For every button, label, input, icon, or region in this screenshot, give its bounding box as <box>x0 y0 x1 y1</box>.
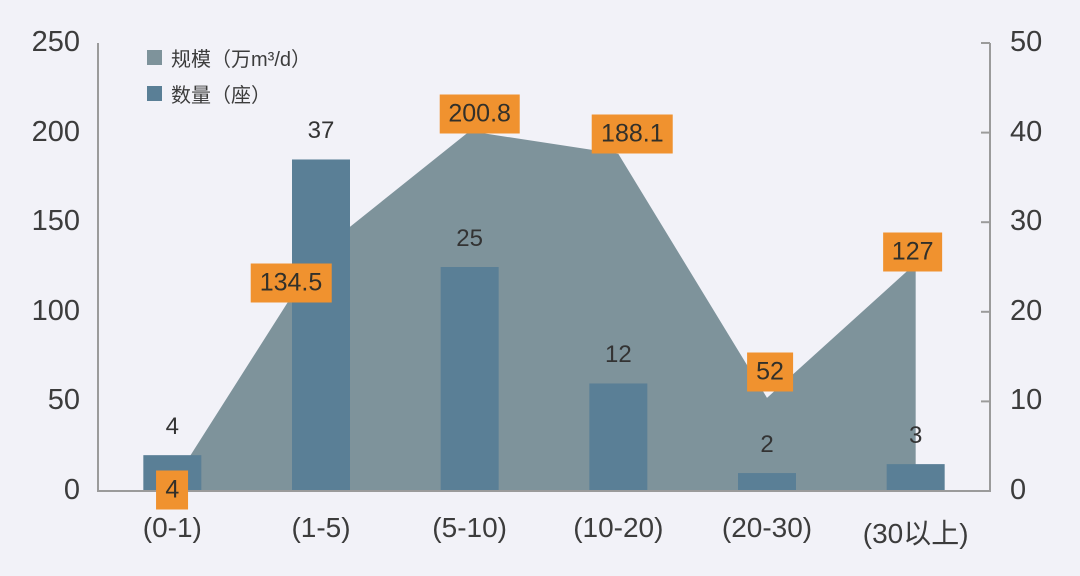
left-axis-tick-label: 200 <box>31 115 80 148</box>
left-axis-tick-label: 250 <box>31 25 80 58</box>
area-value-label: 127 <box>882 232 943 272</box>
right-axis-tick-label: 40 <box>1010 115 1043 148</box>
bar-value-label: 25 <box>456 225 484 252</box>
right-axis-tick-label: 20 <box>1010 294 1043 327</box>
area-value-label: 52 <box>747 352 793 392</box>
bar-(30以上) <box>886 464 945 491</box>
left-axis-tick-label: 100 <box>31 294 80 327</box>
area-value-label: 134.5 <box>250 263 332 303</box>
bar-value-label: 2 <box>760 431 774 459</box>
bar-(5-10) <box>440 267 499 491</box>
area-swatch-icon <box>147 49 162 65</box>
area-value-label: 188.1 <box>592 114 673 154</box>
legend-item: 数量（座） <box>147 81 311 107</box>
bar-value-label: 4 <box>165 413 180 441</box>
right-axis-tick-label: 10 <box>1010 384 1043 417</box>
area-series <box>172 131 916 492</box>
bar-swatch-icon <box>147 85 162 101</box>
x-axis-label: (30以上) <box>862 518 969 549</box>
x-axis-label: (0-1) <box>142 512 202 543</box>
right-axis-tick-label: 0 <box>1010 473 1027 506</box>
legend: 规模（万m³/d） 数量（座） <box>147 45 311 107</box>
area-value-label: 200.8 <box>439 94 520 134</box>
legend-label: 数量（座） <box>171 84 271 107</box>
x-axis-label: (10-20) <box>573 512 664 543</box>
left-axis-tick-label: 0 <box>63 473 80 506</box>
bar-(10-20) <box>589 383 648 491</box>
bar-(1-5) <box>292 159 350 492</box>
left-axis-tick-label: 150 <box>31 205 80 238</box>
right-axis-tick-label: 50 <box>1010 25 1043 58</box>
bar-value-label: 37 <box>307 117 335 145</box>
right-axis-tick-label: 30 <box>1010 205 1043 238</box>
left-axis-tick-label: 50 <box>47 384 80 417</box>
legend-label: 规模（万m³/d） <box>171 48 311 71</box>
bar-value-label: 12 <box>604 341 632 369</box>
bar-(20-30) <box>738 473 796 491</box>
x-axis-label: (5-10) <box>432 512 508 543</box>
bar-value-label: 3 <box>908 422 923 450</box>
legend-item: 规模（万m³/d） <box>147 45 311 71</box>
area-value-label: 4 <box>156 470 189 510</box>
x-axis-label: (20-30) <box>721 512 813 543</box>
x-axis-label: (1-5) <box>291 512 351 543</box>
